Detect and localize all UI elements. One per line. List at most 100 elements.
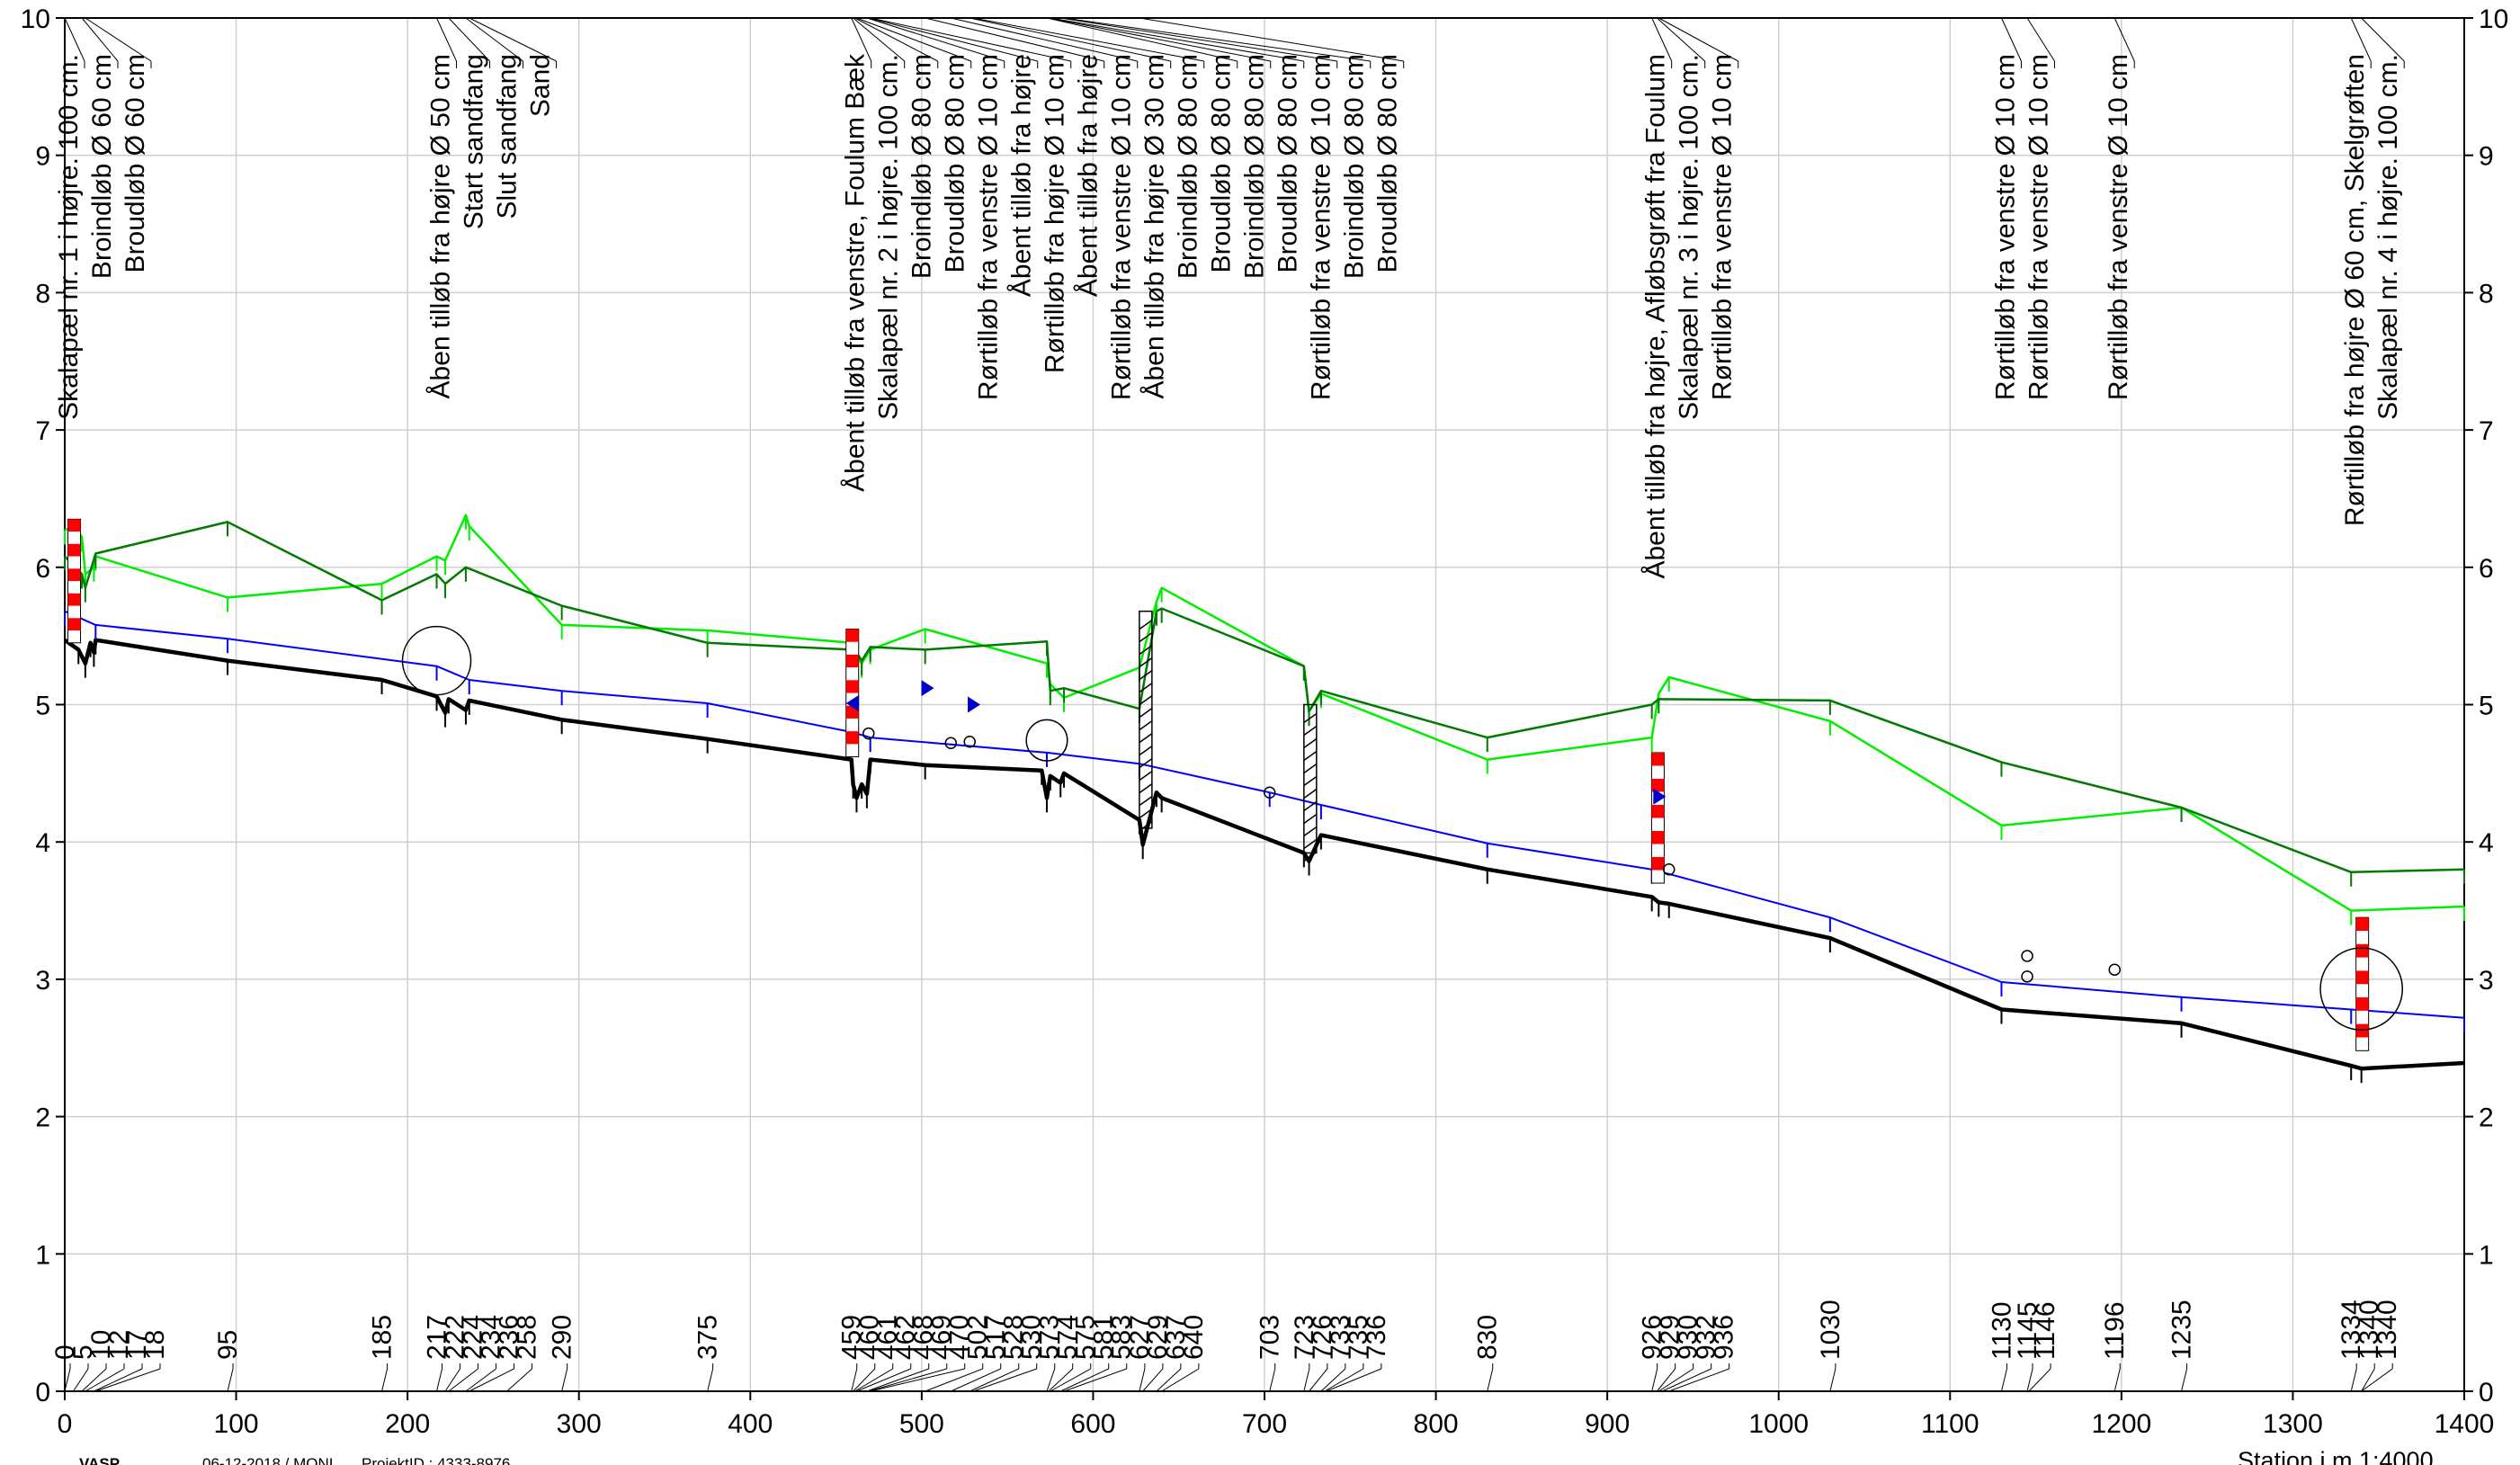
annotation-leader bbox=[972, 17, 1204, 62]
station-label: 733 bbox=[1326, 1315, 1355, 1360]
station-label: 575 bbox=[1071, 1315, 1101, 1360]
hatch-line bbox=[1139, 758, 1153, 769]
annotation-label: Åben tilløb fra højre Ø 30 cm bbox=[1140, 54, 1170, 398]
station-leader bbox=[2350, 1368, 2357, 1392]
station-label: 290 bbox=[548, 1315, 577, 1360]
annotation-label: Skalapæl nr. 2 i højre. 100 cm. bbox=[874, 54, 904, 420]
gauge-segment bbox=[67, 519, 81, 532]
gauge-posts bbox=[67, 518, 2370, 1051]
hatch-line bbox=[1303, 775, 1318, 787]
annotation-label: Slut sandfang bbox=[493, 54, 523, 219]
y-axis-right: 0 1 2 3 4 5 6 7 8 9 10 bbox=[2464, 4, 2508, 1407]
hatch-line bbox=[1303, 851, 1318, 862]
y-tick-label-right: 0 bbox=[2479, 1378, 2494, 1407]
station-label: 1130 bbox=[1987, 1301, 2016, 1360]
annotation-label: Broindløb Ø 80 cm bbox=[1340, 54, 1370, 279]
annotation-leader bbox=[2113, 17, 2135, 62]
station-leader bbox=[870, 1368, 965, 1392]
station-label: 830 bbox=[1473, 1315, 1503, 1360]
station-label: 95 bbox=[213, 1330, 243, 1360]
x-tick-label: 1400 bbox=[2435, 1409, 2495, 1439]
annotation-label: Åbent tilløb fra højre bbox=[1074, 54, 1104, 297]
station-label: 726 bbox=[1308, 1315, 1337, 1360]
station-label: 637 bbox=[1161, 1315, 1191, 1360]
marker-circle bbox=[401, 625, 472, 696]
station-leader bbox=[2028, 1368, 2051, 1392]
annotation-leader bbox=[2350, 17, 2372, 62]
gauge-segment bbox=[67, 618, 81, 631]
station-leader bbox=[2026, 1368, 2033, 1392]
y-tick-label-right: 1 bbox=[2479, 1240, 2494, 1270]
station-leader bbox=[1139, 1368, 1146, 1392]
x-tick-label: 1300 bbox=[2263, 1409, 2323, 1439]
station-leader bbox=[2113, 1368, 2121, 1392]
annotation-leader bbox=[951, 17, 1138, 62]
gauge-segment bbox=[845, 654, 859, 668]
annotation-leader bbox=[64, 17, 85, 62]
series-line-0 bbox=[63, 638, 2465, 1071]
station-leader bbox=[972, 1368, 1037, 1392]
annotation-label: Rørtilløb fra venstre Ø 10 cm bbox=[2104, 54, 2133, 400]
station-label: 530 bbox=[1017, 1315, 1047, 1360]
annotation-leader bbox=[448, 17, 490, 62]
station-label: 17 bbox=[122, 1330, 152, 1360]
annotation-leader bbox=[1046, 17, 1238, 62]
station-label: 234 bbox=[477, 1315, 506, 1360]
y-tick-label-right: 9 bbox=[2479, 142, 2494, 172]
station-leader bbox=[1487, 1368, 1494, 1392]
station-label: 1340 bbox=[2355, 1300, 2384, 1360]
annotation-leader bbox=[1063, 17, 1371, 62]
y-tick-label-left: 9 bbox=[35, 142, 50, 172]
station-label: 1145 bbox=[2013, 1301, 2042, 1360]
annotation-leader bbox=[1651, 17, 1673, 62]
station-leader bbox=[2000, 1368, 2007, 1392]
annotation-leader bbox=[1658, 17, 1738, 62]
hatch-line bbox=[1139, 620, 1153, 630]
marker-triangle-left bbox=[845, 694, 859, 711]
annotation-label: Rørtilløb fra højre Ø 60 cm, Skelgrøften bbox=[2340, 54, 2370, 526]
y-tick-label-left: 8 bbox=[35, 279, 50, 308]
annotation-label: Skalapæl nr. 1 i højre. 100 cm. bbox=[54, 54, 84, 420]
station-leader bbox=[1046, 1368, 1056, 1392]
y-tick-label-left: 6 bbox=[35, 554, 50, 584]
marker-circle bbox=[2108, 963, 2121, 976]
annotation-leader bbox=[866, 17, 1005, 62]
gauge-segment bbox=[1651, 752, 1665, 766]
hatch-line bbox=[1139, 746, 1153, 756]
hatch-line bbox=[1139, 708, 1153, 719]
station-leader bbox=[444, 1368, 460, 1392]
gauge-segment bbox=[845, 731, 859, 745]
station-label: 460 bbox=[855, 1315, 885, 1360]
annotation-leader bbox=[1048, 17, 1271, 62]
station-leader bbox=[94, 1368, 143, 1392]
marker-circle bbox=[1025, 719, 1068, 762]
y-tick-label-right: 10 bbox=[2479, 4, 2508, 34]
annotation-label: Rørtilløb fra venstre Ø 10 cm bbox=[1107, 54, 1137, 400]
gauge-segment bbox=[67, 593, 81, 606]
station-label: 258 bbox=[513, 1315, 542, 1360]
annotation-labels: Skalapæl nr. 1 i højre. 100 cm. Broindløb… bbox=[54, 17, 2405, 579]
station-label: 932 bbox=[1692, 1315, 1721, 1360]
annotation-leader bbox=[469, 17, 557, 62]
station-label: 1196 bbox=[2100, 1301, 2130, 1360]
station-leader bbox=[951, 1368, 1001, 1392]
annotation-leader bbox=[856, 17, 971, 62]
station-label: 735 bbox=[1344, 1315, 1373, 1360]
station-label: 1235 bbox=[2167, 1300, 2197, 1360]
y-tick-label-left: 4 bbox=[35, 828, 50, 858]
station-label: 469 bbox=[927, 1315, 957, 1360]
station-leader bbox=[1668, 1368, 1729, 1392]
station-label: 629 bbox=[1143, 1315, 1173, 1360]
marker-circle bbox=[1263, 786, 1276, 799]
gauge-segment bbox=[2355, 917, 2369, 931]
station-label: 470 bbox=[945, 1315, 975, 1360]
x-tick-label: 900 bbox=[1585, 1409, 1630, 1439]
station-leader bbox=[1658, 1368, 1693, 1392]
annotation-label: Broindløb Ø 80 cm bbox=[907, 54, 937, 279]
gauge-segment bbox=[2355, 997, 2369, 1011]
station-label: 736 bbox=[1362, 1315, 1391, 1360]
marker-circle bbox=[2319, 947, 2404, 1031]
annotation-label: Broindløb Ø 80 cm bbox=[1174, 54, 1203, 279]
structure-box bbox=[1139, 610, 1153, 829]
